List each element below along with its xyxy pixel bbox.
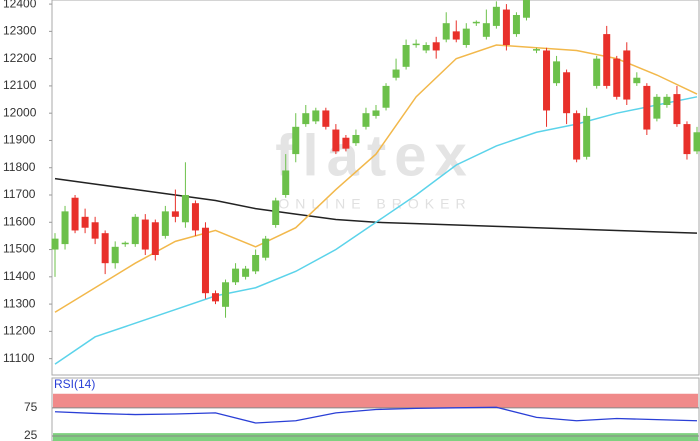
candle-body <box>563 72 571 114</box>
candle-body <box>222 282 230 307</box>
candle-body <box>382 85 390 108</box>
candle-body <box>111 246 119 264</box>
candle-body <box>452 31 460 40</box>
candle-body <box>362 113 370 127</box>
y-tick-label: 11200 <box>3 324 36 338</box>
candle-body <box>623 50 631 100</box>
candle-body <box>432 42 440 51</box>
rsi-band <box>53 393 698 408</box>
candle-body <box>51 238 59 250</box>
candle-body <box>643 85 651 130</box>
candle-body <box>151 222 159 255</box>
candle-body <box>212 293 219 302</box>
candle-body <box>522 0 530 18</box>
candle-body <box>392 69 400 78</box>
candle-body <box>412 43 420 46</box>
candle-body <box>442 23 450 40</box>
y-tick-label: 11900 <box>3 133 36 147</box>
y-tick-label: 11300 <box>3 296 36 310</box>
candle-body <box>543 50 551 111</box>
candle-body <box>673 94 681 125</box>
candle-body <box>462 28 470 45</box>
watermark: flatex <box>275 123 475 188</box>
candle-body <box>472 21 480 24</box>
candle-body <box>583 115 591 157</box>
candle-body <box>633 77 641 84</box>
candle-body <box>141 219 149 250</box>
y-tick-label: 11700 <box>3 187 36 201</box>
candle-body <box>553 61 561 84</box>
candle-body <box>663 96 671 105</box>
candle-body <box>322 110 330 127</box>
candle-body <box>282 170 290 195</box>
y-tick-label: 11800 <box>3 160 36 174</box>
candle-body <box>131 216 139 245</box>
candle-body <box>91 222 99 239</box>
candle-body <box>201 227 209 294</box>
candle-body <box>332 129 340 152</box>
y-tick-label: 12400 <box>3 0 37 10</box>
candle-body <box>181 195 189 223</box>
candle-body <box>101 233 109 264</box>
y-tick-label: 25 <box>24 428 38 441</box>
candle-body <box>242 268 250 277</box>
candle-body <box>302 113 310 125</box>
rsi-band <box>53 433 698 441</box>
candle-body <box>232 268 240 283</box>
y-tick-label: 11100 <box>3 351 35 365</box>
candle-body <box>533 49 540 51</box>
candle-body <box>161 211 169 236</box>
y-tick-label: 11500 <box>3 242 36 256</box>
candle-body <box>653 96 661 119</box>
candle-body <box>292 126 300 155</box>
candle-body <box>342 137 350 149</box>
y-tick-label: 11600 <box>3 214 36 228</box>
y-tick-label: 12000 <box>3 105 37 119</box>
candle-body <box>613 58 621 97</box>
candle-body <box>502 9 510 45</box>
y-tick-label: 11400 <box>3 269 36 283</box>
candle-body <box>603 34 611 86</box>
candle-body <box>71 197 79 231</box>
candle-body <box>81 216 89 228</box>
candle-body <box>482 23 490 37</box>
candle-body <box>61 211 69 245</box>
rsi-line <box>54 406 698 424</box>
candle-body <box>262 238 270 258</box>
y-tick-label: 75 <box>24 400 38 414</box>
y-tick-label: 12200 <box>3 51 37 65</box>
rsi-title: RSI(14) <box>54 377 95 391</box>
candle-body <box>402 45 410 67</box>
panel-frame <box>51 0 700 376</box>
candle-body <box>593 58 601 86</box>
candle-body <box>492 6 500 26</box>
candle-body <box>352 135 360 144</box>
candle-body <box>121 242 129 245</box>
candle-body <box>693 132 700 152</box>
y-tick-label: 12300 <box>3 24 37 38</box>
candle-body <box>422 45 430 51</box>
candle-body <box>171 211 179 217</box>
y-tick-label: 12100 <box>3 78 37 92</box>
candle-body <box>272 200 280 225</box>
watermark-sub: ONLINE BROKER <box>278 196 471 212</box>
candle-body <box>683 124 691 155</box>
moving-average <box>54 44 698 313</box>
candle-body <box>191 203 199 231</box>
candle-body <box>372 110 380 116</box>
candle-body <box>512 15 520 35</box>
candle-body <box>252 255 260 272</box>
candle-body <box>312 110 320 122</box>
candle-body <box>573 113 581 160</box>
